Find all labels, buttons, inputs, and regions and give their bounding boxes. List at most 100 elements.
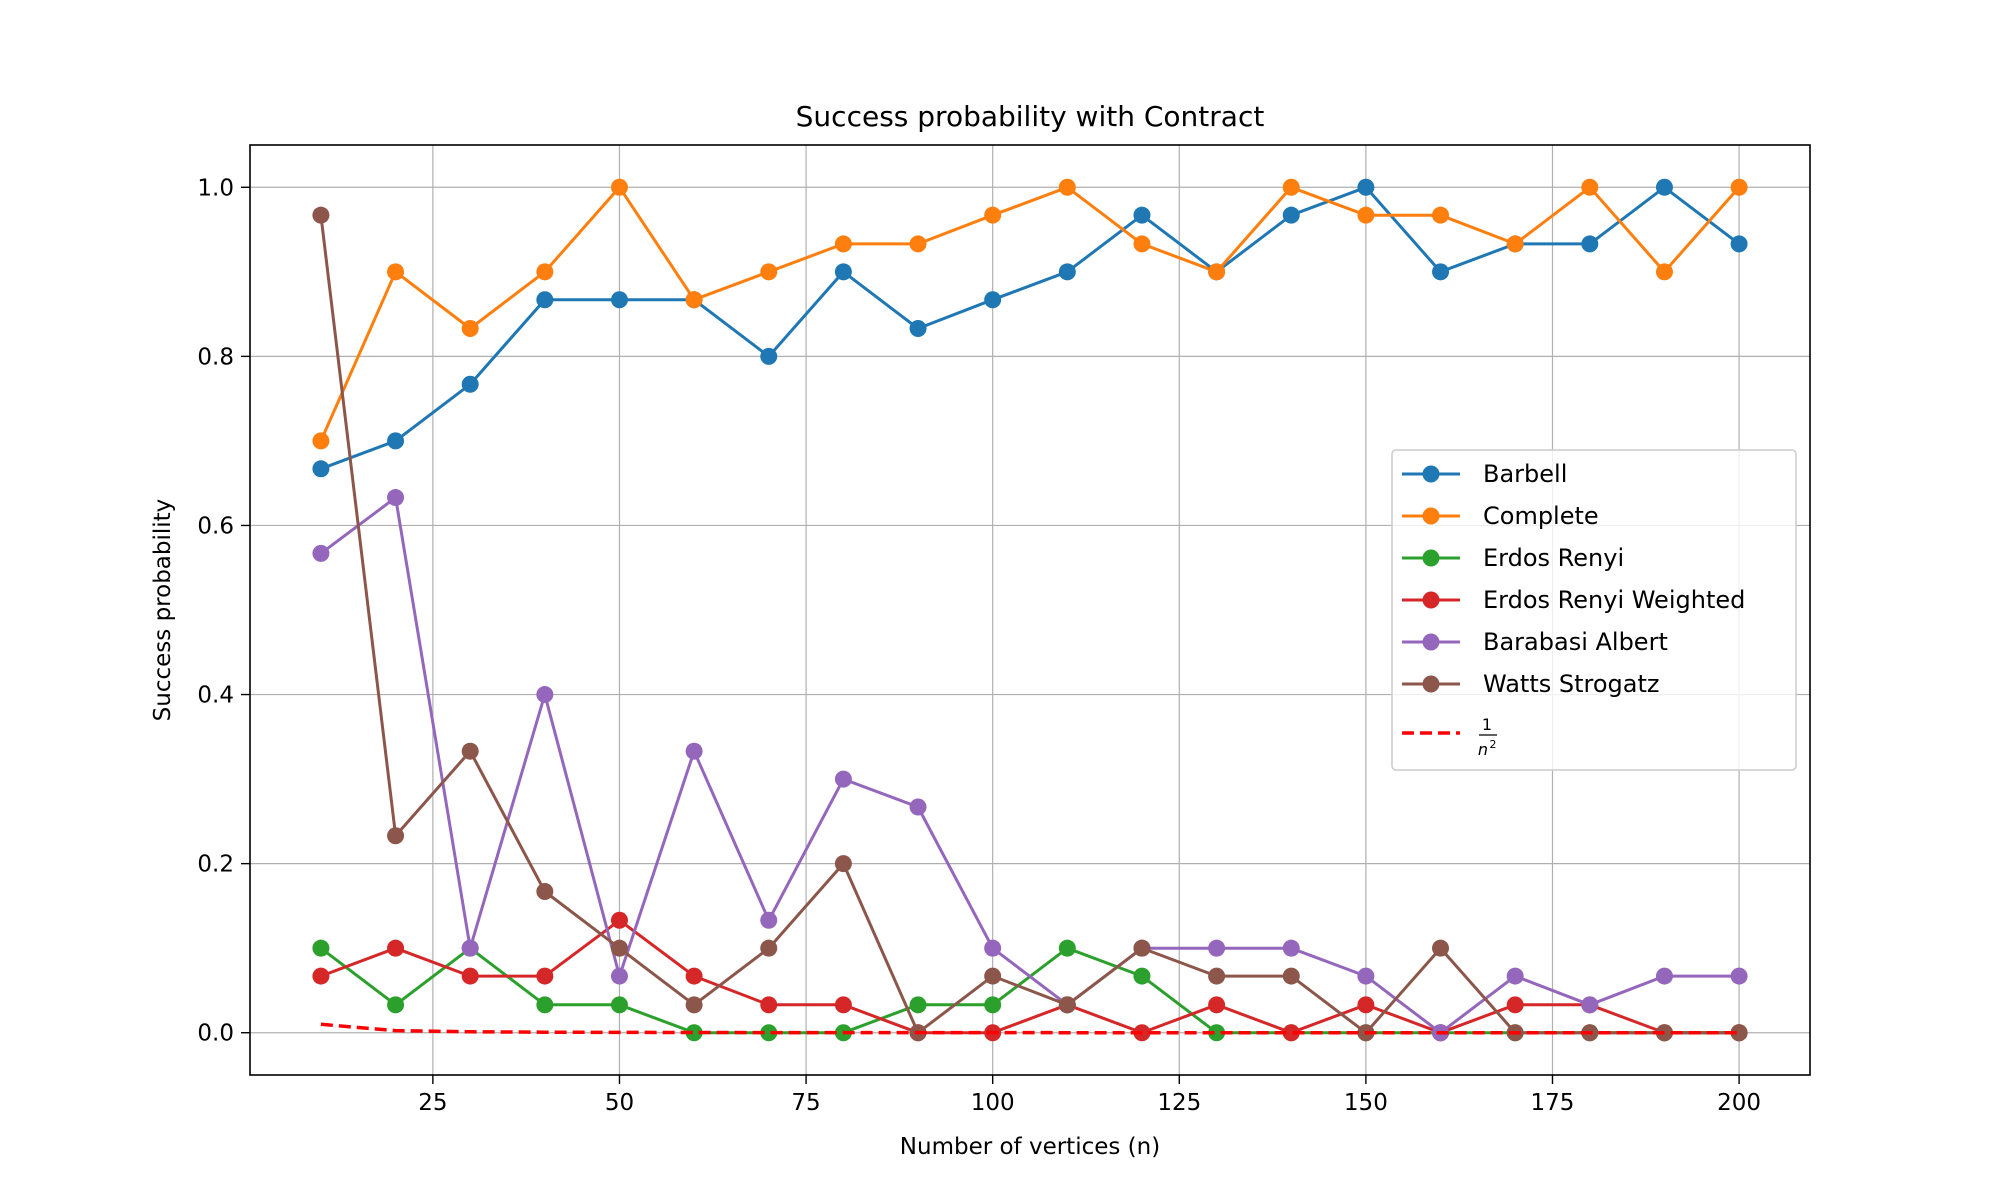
data-point-watts-strogatz: [1208, 967, 1226, 985]
series-group: [312, 178, 1748, 1042]
data-point-erdos-renyi-weighted: [1208, 996, 1226, 1014]
data-point-watts-strogatz: [1730, 1024, 1748, 1042]
data-point-erdos-renyi-weighted: [1506, 996, 1524, 1014]
legend-swatch-marker: [1422, 591, 1440, 609]
data-point-barabasi-albert: [1506, 967, 1524, 985]
data-point-barabasi-albert: [1357, 967, 1375, 985]
data-point-barbell: [760, 347, 778, 365]
data-point-watts-strogatz: [610, 939, 628, 957]
data-point-watts-strogatz: [1058, 996, 1076, 1014]
data-point-erdos-renyi: [685, 1024, 703, 1042]
data-point-barabasi-albert: [461, 939, 479, 957]
data-point-barbell: [1432, 263, 1450, 281]
data-point-complete: [1655, 263, 1673, 281]
data-point-erdos-renyi-weighted: [461, 967, 479, 985]
data-point-barabasi-albert: [1655, 967, 1673, 985]
data-point-barbell: [1655, 178, 1673, 196]
data-point-watts-strogatz: [1133, 939, 1151, 957]
data-point-complete: [909, 235, 927, 253]
y-tick-label: 0.6: [197, 513, 234, 539]
series-line-watts-strogatz: [319, 215, 1740, 1035]
data-point-barabasi-albert: [610, 967, 628, 985]
legend-label: Barbell: [1483, 460, 1567, 488]
reference-curve-line: [320, 1022, 1740, 1035]
series-complete: [312, 178, 1748, 450]
data-point-barbell: [834, 263, 852, 281]
data-point-complete: [536, 263, 554, 281]
legend-fraction-denominator: n: [1478, 740, 1488, 759]
data-point-erdos-renyi: [1058, 939, 1076, 957]
data-point-barabasi-albert: [1730, 967, 1748, 985]
data-point-erdos-renyi-weighted: [1357, 996, 1375, 1014]
legend-entry-barabasi-albert: Barabasi Albert: [1402, 628, 1668, 656]
legend-label: Complete: [1483, 502, 1599, 530]
series-line-erdos-renyi-weighted: [320, 918, 1740, 1035]
legend-swatch-marker: [1422, 633, 1440, 651]
y-tick-label: 0.8: [197, 344, 234, 370]
data-point-erdos-renyi-weighted: [685, 967, 703, 985]
y-axis-label: Success probability: [150, 499, 176, 722]
data-point-watts-strogatz: [984, 967, 1002, 985]
series-line-complete: [319, 185, 1741, 442]
data-point-erdos-renyi: [1208, 1024, 1226, 1042]
x-tick-label: 200: [1717, 1090, 1761, 1116]
legend-fraction-numerator: 1: [1482, 715, 1492, 734]
chart-title: Success probability with Contract: [796, 100, 1265, 133]
data-point-complete: [760, 263, 778, 281]
data-point-complete: [1133, 235, 1151, 253]
data-point-erdos-renyi: [984, 996, 1002, 1014]
legend-swatch-marker: [1422, 675, 1440, 693]
y-axis-ticks: 0.0 0.2 0.4 0.6 0.8 1.0: [197, 175, 250, 1047]
legend-entries: Barbell Complete Erdos Renyi Erdos Renyi We…: [1402, 460, 1745, 698]
data-point-complete: [1282, 178, 1300, 196]
legend-label: Watts Strogatz: [1483, 670, 1659, 698]
data-point-watts-strogatz: [536, 883, 554, 901]
data-point-barbell: [461, 375, 479, 393]
x-tick-label: 100: [971, 1090, 1015, 1116]
x-tick-label: 175: [1531, 1090, 1575, 1116]
legend-entry-barbell: Barbell: [1402, 460, 1567, 488]
legend-entry-erdos-renyi-weighted: Erdos Renyi Weighted: [1402, 586, 1745, 614]
data-point-erdos-renyi: [536, 996, 554, 1014]
legend-swatch-marker: [1422, 549, 1440, 567]
data-point-barbell: [610, 291, 628, 309]
legend-entry-reference: 1 n 2: [1402, 715, 1497, 759]
data-point-barabasi-albert: [312, 544, 330, 562]
data-point-watts-strogatz: [1432, 939, 1450, 957]
data-point-complete: [1208, 263, 1226, 281]
legend-label: Erdos Renyi: [1483, 544, 1624, 572]
x-tick-label: 75: [791, 1090, 820, 1116]
legend-swatch-marker: [1422, 507, 1440, 525]
data-point-barabasi-albert: [1581, 996, 1599, 1014]
data-point-erdos-renyi: [387, 996, 405, 1014]
data-point-watts-strogatz: [461, 742, 479, 760]
data-point-barbell: [1581, 235, 1599, 253]
y-tick-label: 1.0: [197, 175, 234, 201]
data-point-complete: [685, 291, 703, 309]
data-point-barbell: [536, 291, 554, 309]
data-point-erdos-renyi-weighted: [834, 996, 852, 1014]
data-point-barabasi-albert: [387, 489, 405, 507]
series-line-barabasi-albert: [320, 496, 1740, 1035]
data-point-barabasi-albert: [1208, 939, 1226, 957]
data-point-complete: [1581, 178, 1599, 196]
x-tick-label: 50: [605, 1090, 634, 1116]
data-point-watts-strogatz: [834, 855, 852, 873]
data-point-barbell: [1730, 235, 1748, 253]
x-tick-label: 25: [418, 1090, 447, 1116]
data-point-barabasi-albert: [760, 911, 778, 929]
y-tick-label: 0.4: [197, 683, 234, 709]
data-point-watts-strogatz: [685, 996, 703, 1014]
data-point-watts-strogatz: [760, 939, 778, 957]
data-point-barabasi-albert: [984, 939, 1002, 957]
legend-fraction-exponent: 2: [1490, 738, 1497, 751]
data-point-complete: [387, 263, 405, 281]
data-point-erdos-renyi-weighted: [312, 967, 330, 985]
plot-frame: [249, 144, 1811, 1076]
legend-entry-complete: Complete: [1402, 502, 1599, 530]
legend-entry-erdos-renyi: Erdos Renyi: [1402, 544, 1624, 572]
series-watts-strogatz: [312, 206, 1748, 1042]
data-point-erdos-renyi: [1133, 967, 1151, 985]
y-tick-label: 0.0: [197, 1021, 234, 1047]
